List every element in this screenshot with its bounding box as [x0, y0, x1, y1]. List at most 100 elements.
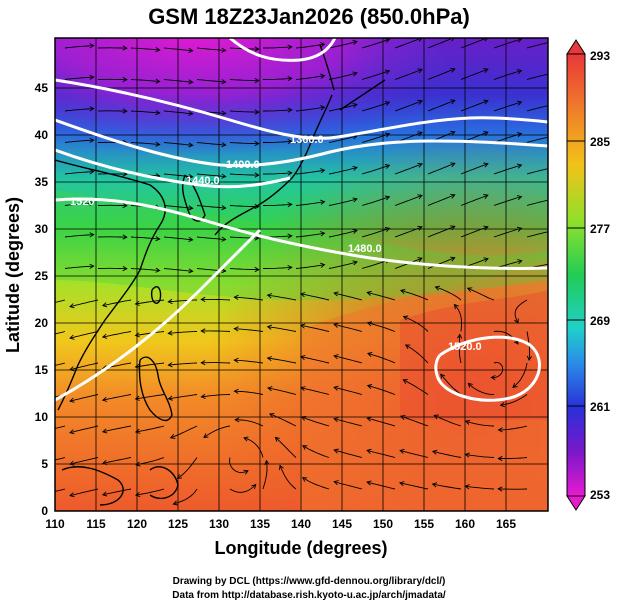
streamline: [201, 394, 231, 398]
streamline: [333, 386, 363, 395]
streamline: [203, 425, 231, 438]
x-axis-title: Longitude (degrees): [214, 538, 387, 558]
streamline-arrow: [221, 47, 227, 53]
streamline: [55, 331, 66, 335]
streamline-arrow: [497, 427, 503, 433]
streamline: [300, 324, 330, 332]
streamline-arrow: [417, 194, 423, 200]
streamline: [168, 362, 198, 366]
streamline: [229, 484, 257, 493]
streamline: [526, 136, 548, 143]
streamline-arrow: [320, 168, 326, 174]
streamline-arrow: [266, 324, 273, 330]
streamline: [64, 108, 94, 112]
streamline: [201, 298, 231, 301]
contour-1360: [55, 78, 548, 140]
colorbar-tick-269: 269: [590, 314, 610, 328]
streamline: [460, 226, 489, 238]
streamline-arrow: [155, 47, 161, 53]
streamline-arrow: [172, 500, 178, 506]
streamline: [267, 326, 297, 332]
streamline-arrow: [551, 40, 555, 44]
contour-label-1400: 1400.0: [226, 159, 260, 171]
streamline: [262, 460, 268, 490]
streamline: [235, 419, 264, 427]
streamline-arrow: [188, 47, 194, 54]
streamline: [196, 236, 226, 240]
streamline-arrow: [287, 233, 293, 239]
streamline-arrow: [251, 483, 257, 490]
streamline-arrow: [384, 227, 391, 232]
x-tick-165: 165: [496, 517, 516, 531]
streamline: [229, 79, 259, 82]
streamline: [64, 171, 94, 175]
map-grid: [55, 38, 548, 511]
streamline-arrow: [176, 474, 183, 479]
streamline: [334, 449, 363, 458]
streamline-arrow: [233, 357, 239, 363]
streamline-arrow: [483, 257, 489, 263]
streamline-arrow: [320, 199, 326, 205]
streamline: [514, 299, 528, 324]
streamline: [69, 299, 99, 308]
streamline: [135, 488, 165, 496]
streamline-arrow: [483, 99, 489, 105]
streamline-arrow: [451, 38, 455, 42]
colorbar: 293 285 277 269 261 253: [566, 39, 610, 511]
streamline: [361, 164, 390, 175]
streamline: [263, 77, 292, 80]
streamline-arrow: [188, 79, 194, 85]
streamline-arrow: [200, 360, 206, 366]
streamline-arrow: [122, 265, 128, 272]
streamline-arrow: [512, 382, 518, 389]
streamline-arrow: [551, 103, 555, 107]
streamline: [460, 38, 489, 49]
streamline-arrow: [320, 262, 326, 268]
streamline-arrow: [417, 257, 423, 262]
streamline: [196, 142, 226, 146]
streamline: [493, 70, 522, 80]
streamline: [170, 425, 198, 439]
streamline-arrow: [37, 430, 41, 434]
y-tick-20: 20: [35, 316, 49, 330]
streamline: [467, 287, 495, 301]
colorbar-tick-277: 277: [590, 222, 610, 236]
x-tick-140: 140: [291, 517, 311, 531]
streamline-arrow: [89, 200, 95, 206]
streamline-arrow: [352, 39, 358, 45]
streamline-arrow: [320, 42, 326, 48]
streamline: [267, 294, 297, 301]
streamline-arrow: [516, 132, 523, 138]
streamline: [434, 414, 462, 427]
streamline: [163, 79, 193, 83]
streamline: [300, 293, 330, 301]
streamline-arrow: [69, 429, 75, 435]
streamline: [55, 488, 66, 492]
streamline: [435, 286, 462, 301]
contour-1480: [55, 197, 548, 270]
streamline-arrow: [299, 323, 306, 329]
streamline-arrow: [37, 304, 41, 308]
streamline: [263, 172, 292, 175]
colorbar-tick-261: 261: [590, 400, 610, 414]
streamline: [64, 265, 94, 269]
streamline-arrow: [366, 290, 372, 296]
streamline: [229, 142, 259, 145]
streamline: [295, 169, 325, 175]
streamline-arrow: [431, 482, 438, 488]
streamline: [302, 445, 330, 458]
streamline-arrow: [134, 300, 140, 306]
streamline-arrow: [200, 393, 206, 399]
y-tick-15: 15: [35, 363, 49, 377]
streamline: [135, 425, 165, 433]
streamline-arrow: [516, 226, 523, 232]
streamline: [491, 361, 504, 378]
streamline-arrow: [352, 102, 358, 108]
contour-label-1520: 1520: [70, 196, 94, 208]
streamline-arrow: [167, 362, 173, 368]
streamline-arrow: [122, 108, 128, 114]
streamline-arrow: [402, 379, 408, 384]
streamline: [275, 437, 297, 458]
streamline: [367, 417, 396, 427]
streamline-arrow: [134, 428, 141, 434]
